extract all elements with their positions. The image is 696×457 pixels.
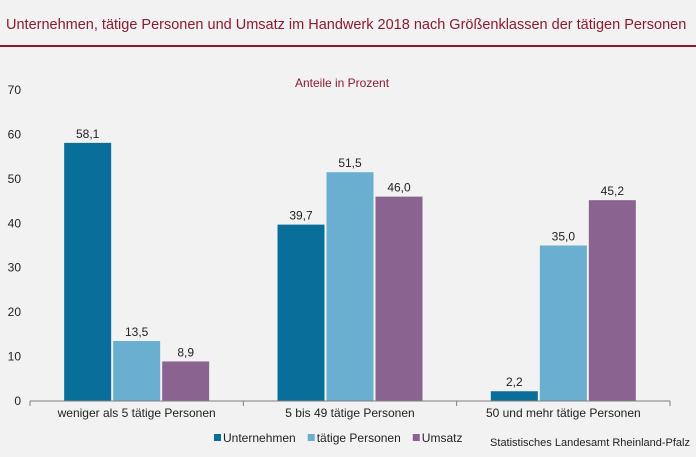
y-tick-label: 70 <box>8 83 22 97</box>
bar-unternehmen <box>490 391 538 401</box>
legend: Unternehmen tätige Personen Umsatz <box>214 431 462 445</box>
bar-t-tige-personen <box>326 172 374 401</box>
x-category-label: 50 und mehr tätige Personen <box>486 406 641 420</box>
bar-value-label: 13,5 <box>125 325 149 339</box>
x-axis-categories: weniger als 5 tätige Personen 5 bis 49 tä… <box>57 406 641 420</box>
bar-value-label: 46,0 <box>387 181 411 195</box>
page-title: Unternehmen, tätige Personen und Umsatz … <box>6 17 687 33</box>
y-tick-label: 10 <box>8 350 22 364</box>
bar-value-label: 58,1 <box>76 127 100 141</box>
bar-value-label: 39,7 <box>289 209 313 223</box>
data-labels-group: 58,1 13,5 8,9 39,7 51,5 46,0 2,2 35,0 45,2 <box>76 127 624 389</box>
y-tick-label: 0 <box>14 394 21 408</box>
y-tick-label: 60 <box>8 127 22 141</box>
y-tick-label: 30 <box>8 261 22 275</box>
bar-value-label: 51,5 <box>338 156 362 170</box>
bar-umsatz <box>375 196 423 401</box>
y-tick-label: 40 <box>8 216 22 230</box>
bar-value-label: 35,0 <box>552 230 576 244</box>
x-category-label: weniger als 5 tätige Personen <box>57 406 216 420</box>
legend-swatch <box>214 434 221 441</box>
bar-value-label: 8,9 <box>177 345 194 359</box>
bars-group <box>64 142 636 401</box>
bar-t-tige-personen <box>113 341 161 401</box>
legend-swatch <box>412 434 420 441</box>
x-category-label: 5 bis 49 tätige Personen <box>285 406 414 420</box>
bar-t-tige-personen <box>539 245 587 401</box>
y-tick-label: 50 <box>8 172 22 186</box>
x-axis-ticks <box>29 401 671 406</box>
bar-umsatz <box>588 200 636 401</box>
legend-label: tätige Personen <box>317 431 401 445</box>
bar-umsatz <box>162 361 210 401</box>
bar-unternehmen <box>64 142 112 401</box>
legend-label: Umsatz <box>422 431 463 445</box>
y-axis: 0 10 20 30 40 50 60 70 <box>8 83 22 408</box>
title-divider <box>0 45 696 47</box>
y-tick-label: 20 <box>8 305 22 319</box>
source-note: Statistisches Landesamt Rheinland-Pfalz <box>490 437 690 449</box>
chart-subtitle: Anteile in Prozent <box>295 76 390 90</box>
bar-unternehmen <box>277 224 325 401</box>
bar-value-label: 45,2 <box>601 184 625 198</box>
legend-swatch <box>307 434 315 441</box>
legend-label: Unternehmen <box>223 431 296 445</box>
bar-value-label: 2,2 <box>506 375 523 389</box>
